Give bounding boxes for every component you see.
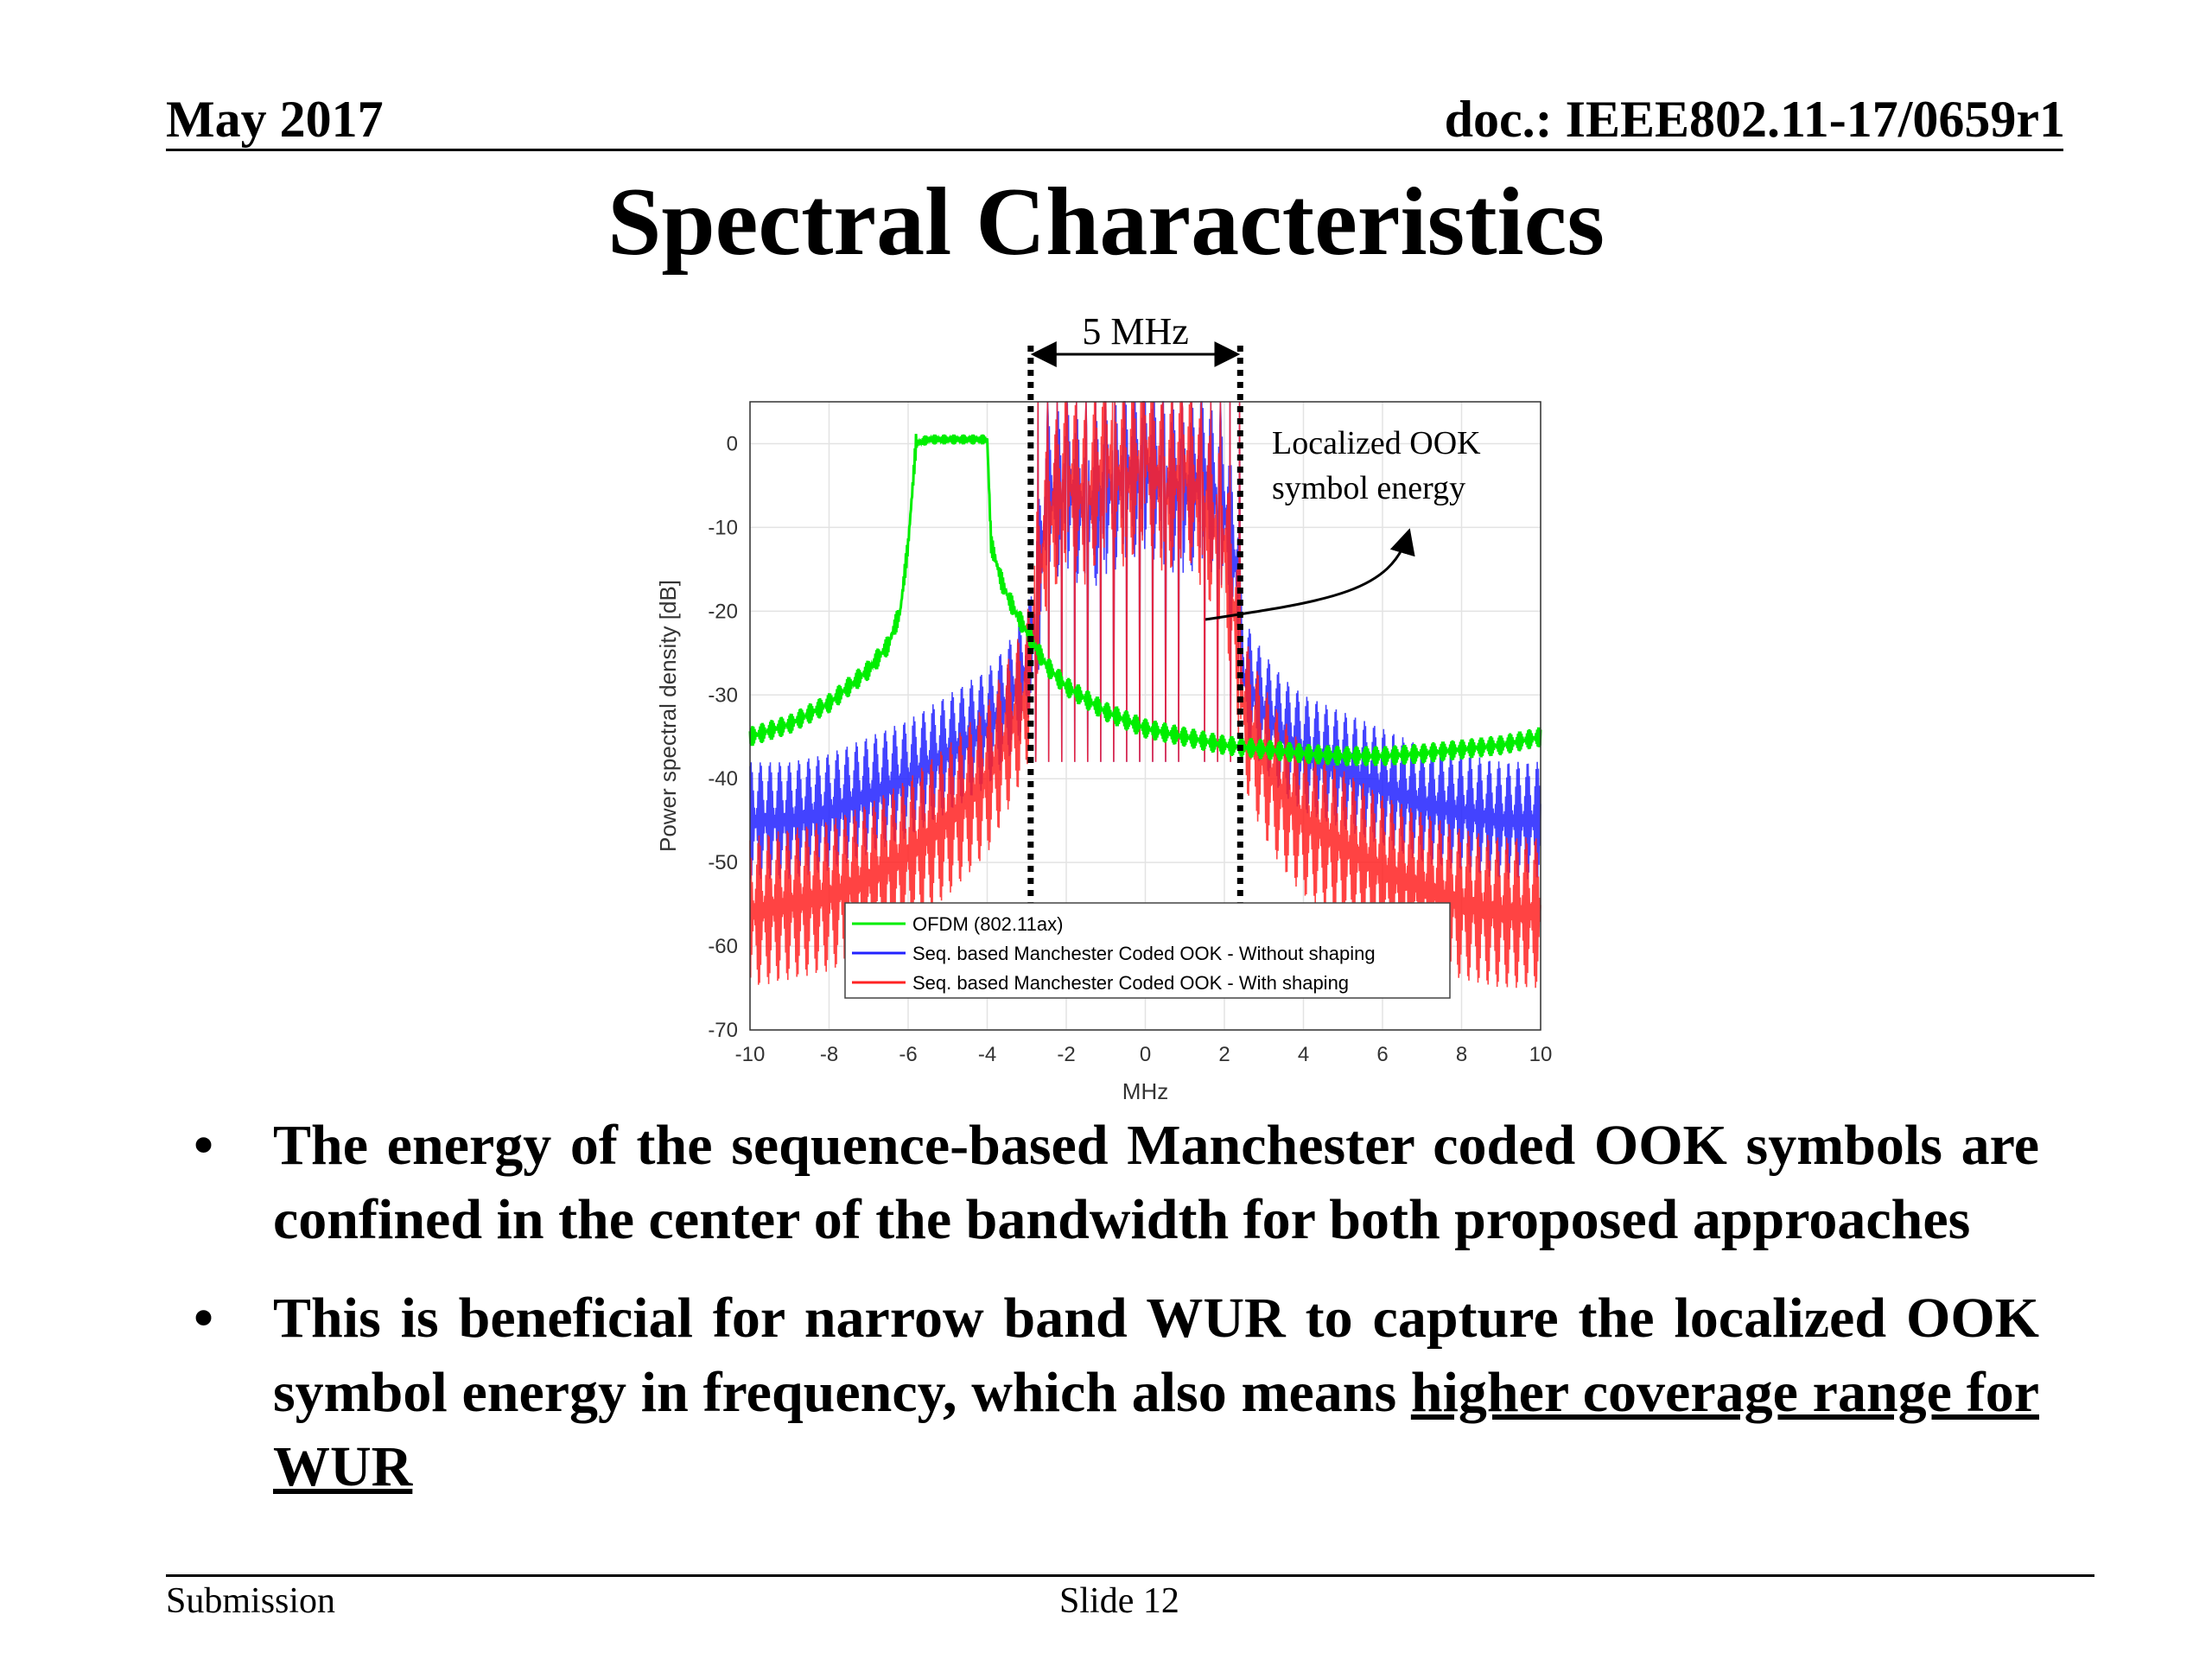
footer-rule [166,1574,2094,1577]
legend-label: OFDM (802.11ax) [912,913,1063,935]
x-tick-label: 8 [1456,1043,1467,1066]
y-tick-label: 0 [727,432,738,455]
callout-text-line2: symbol energy [1272,470,1465,506]
slide-title: Spectral Characteristics [607,168,1605,276]
callout-arrow [1205,528,1415,621]
bullet-2: • This is beneficial for narrow band WUR … [164,1281,2039,1504]
bandwidth-annotation: 5 MHz [1082,310,1188,353]
x-tick-label: 6 [1376,1043,1388,1066]
y-tick-label: -50 [708,851,738,874]
bullet-1: • The energy of the sequence-based Manche… [164,1109,2039,1257]
x-tick-label: -6 [899,1043,917,1066]
psd-chart: -10 -8 -6 -4 -2 0 2 4 6 8 100-10-20-30-40-50-60-70… [655,310,1552,1104]
y-tick-label: -10 [708,516,738,539]
y-tick-label: -40 [708,767,738,791]
ticks: -10 -8 -6 -4 -2 0 2 4 6 8 100-10-20-30-40-50-60-70 [708,432,1552,1066]
header-rule [166,149,2063,151]
bullet-dot: • [194,1114,214,1177]
header-doc-id: doc.: IEEE802.11-17/0659r1 [1444,91,2065,148]
x-tick-label: 10 [1529,1043,1553,1066]
plot-frame [749,401,1541,1031]
footer-submission: Submission [166,1581,336,1621]
y-tick-label: -20 [708,600,738,623]
bullet-list: • The energy of the sequence-based Manche… [164,1109,2039,1529]
y-axis-label: Power spectral density [dB] [655,580,681,852]
series-line-0 [748,434,1542,766]
chart-legend: OFDM (802.11ax) Seq. based Manchester Cod… [844,902,1451,999]
bullet-dot: • [194,1287,214,1350]
callout-text-line1: Localized OOK [1272,425,1481,461]
header-date: May 2017 [166,91,384,148]
footer-slide-number: Slide 12 [1059,1581,1179,1621]
y-tick-label: -70 [708,1019,738,1042]
x-axis-label: MHz [1122,1078,1168,1104]
bullet-1-text: The energy of the sequence-based Manches… [273,1114,2039,1251]
x-tick-label: 2 [1218,1043,1230,1066]
x-tick-label: -10 [735,1043,766,1066]
x-tick-label: -4 [978,1043,996,1066]
legend-label: Seq. based Manchester Coded OOK - With s… [912,972,1349,994]
bullet-2-emphasis: higher coverage range for WUR [273,1361,2039,1498]
y-tick-label: -30 [708,683,738,707]
bandwidth-markers [1027,341,1243,982]
legend-box [844,902,1451,999]
x-tick-label: -8 [820,1043,838,1066]
legend-label: Seq. based Manchester Coded OOK - Withou… [912,943,1376,964]
x-tick-label: 4 [1298,1043,1309,1066]
bullet-2-text: This is beneficial for narrow band WUR t… [273,1287,2039,1424]
x-tick-label: -2 [1057,1043,1075,1066]
y-tick-label: -60 [708,935,738,958]
x-tick-label: 0 [1140,1043,1151,1066]
